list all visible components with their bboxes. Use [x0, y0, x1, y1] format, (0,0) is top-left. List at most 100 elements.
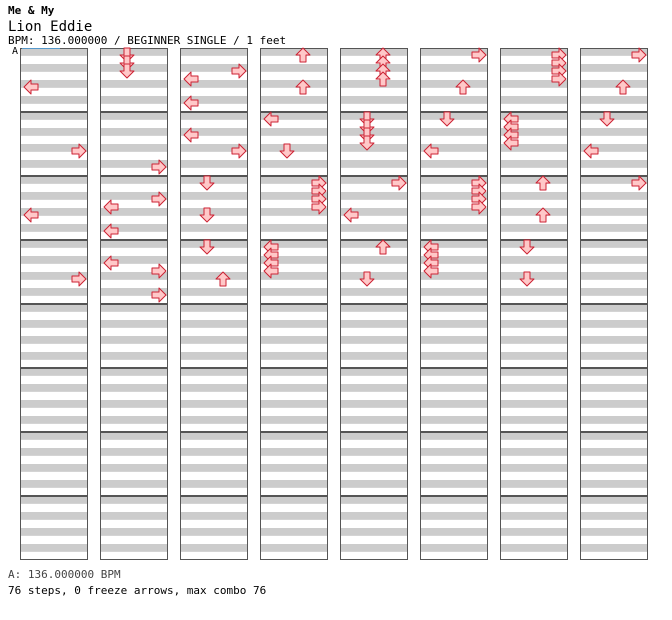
beat-stripe [20, 160, 88, 168]
beat-stripe [340, 304, 408, 312]
arrow-shape [199, 175, 215, 191]
beat-stripe [500, 528, 568, 536]
arrow-shape [375, 71, 391, 87]
beat-stripe [20, 480, 88, 488]
arrow-shape [231, 63, 247, 79]
arrow-shape [519, 239, 535, 255]
beat-stripe [500, 384, 568, 392]
beat-stripe [180, 416, 248, 424]
measure-frame [580, 176, 648, 240]
beat-stripe [340, 80, 408, 88]
measure-frame [500, 48, 568, 112]
beat-stripe [260, 320, 328, 328]
beat-stripe [420, 144, 488, 152]
beat-stripe [500, 160, 568, 168]
beat-stripe [20, 96, 88, 104]
arrow-shape [183, 95, 199, 111]
beat-stripe [20, 464, 88, 472]
beat-stripe [100, 384, 168, 392]
beat-stripe [580, 448, 648, 456]
arrow-left-icon [23, 207, 39, 223]
beat-stripe [500, 432, 568, 440]
measure-frame [500, 240, 568, 304]
beat-stripe [420, 272, 488, 280]
measure-frame [420, 368, 488, 432]
beat-stripe [580, 320, 648, 328]
beat-stripe [260, 448, 328, 456]
beat-stripe [420, 192, 488, 200]
beat-stripe [20, 448, 88, 456]
beat-stripe [500, 64, 568, 72]
measure-frame [20, 112, 88, 176]
beat-stripe [100, 320, 168, 328]
beat-stripe [260, 112, 328, 120]
beat-stripe [100, 480, 168, 488]
arrow-left-icon [183, 95, 199, 111]
arrow-shape [71, 143, 87, 159]
beat-stripe [500, 400, 568, 408]
beat-stripe [420, 240, 488, 248]
arrow-shape [71, 271, 87, 287]
beat-stripe [260, 400, 328, 408]
measure-frame [180, 496, 248, 560]
measure-frame [100, 432, 168, 496]
arrow-shape [599, 111, 615, 127]
beat-stripe [100, 64, 168, 72]
beat-stripe [420, 304, 488, 312]
beat-stripe [260, 384, 328, 392]
bpm-summary: A: 136.000000 BPM [8, 568, 121, 581]
beat-stripe [500, 80, 568, 88]
beat-stripe [20, 400, 88, 408]
measure-frame [100, 496, 168, 560]
measure-frame [260, 432, 328, 496]
measure-frame [100, 112, 168, 176]
beat-stripe [20, 384, 88, 392]
arrow-shape [615, 79, 631, 95]
beat-stripe [340, 368, 408, 376]
arrow-shape [311, 199, 327, 215]
beat-stripe [580, 480, 648, 488]
measure-frame [420, 496, 488, 560]
beat-stripe [340, 192, 408, 200]
arrow-shape [151, 287, 167, 303]
arrow-down-icon [199, 239, 215, 255]
arrow-shape [103, 199, 119, 215]
beat-stripe [100, 336, 168, 344]
beat-stripe [500, 128, 568, 136]
measure-frame [580, 432, 648, 496]
arrow-right-icon [151, 287, 167, 303]
beat-stripe [180, 272, 248, 280]
measure-frame [580, 304, 648, 368]
arrow-left-icon [263, 111, 279, 127]
beat-stripe [180, 544, 248, 552]
beat-stripe [580, 128, 648, 136]
arrow-shape [263, 111, 279, 127]
arrow-left-icon [583, 143, 599, 159]
arrow-left-icon [423, 143, 439, 159]
measure-frame [180, 48, 248, 112]
measure-frame [340, 496, 408, 560]
beat-stripe [340, 272, 408, 280]
measure-frame [180, 432, 248, 496]
beat-stripe [100, 496, 168, 504]
beat-stripe [420, 432, 488, 440]
arrow-shape [183, 71, 199, 87]
beat-stripe [340, 512, 408, 520]
beat-stripe [420, 112, 488, 120]
arrow-shape [215, 271, 231, 287]
beat-stripe [260, 464, 328, 472]
arrow-left-icon [23, 79, 39, 95]
beat-stripe [500, 464, 568, 472]
beat-stripe [340, 352, 408, 360]
arrow-down-icon [599, 111, 615, 127]
beat-stripe [100, 304, 168, 312]
arrow-shape [359, 271, 375, 287]
beat-stripe [100, 368, 168, 376]
beat-stripe [20, 112, 88, 120]
beat-stripe [260, 224, 328, 232]
beat-stripe [100, 288, 168, 296]
beat-stripe [180, 176, 248, 184]
arrow-up-icon [455, 79, 471, 95]
arrow-shape [471, 47, 487, 63]
arrow-up-icon [535, 175, 551, 191]
